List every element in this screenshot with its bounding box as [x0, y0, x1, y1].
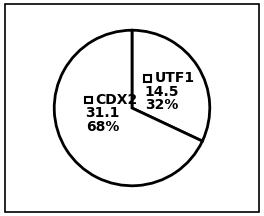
Text: 31.1: 31.1	[85, 106, 120, 121]
Text: 68%: 68%	[86, 120, 119, 134]
Text: UTF1: UTF1	[154, 71, 195, 86]
Text: 32%: 32%	[145, 98, 178, 112]
Wedge shape	[54, 30, 202, 186]
Bar	[85, 97, 92, 103]
Wedge shape	[132, 30, 210, 141]
Text: CDX2: CDX2	[96, 93, 138, 107]
Bar	[144, 75, 151, 82]
Text: 14.5: 14.5	[144, 85, 179, 99]
